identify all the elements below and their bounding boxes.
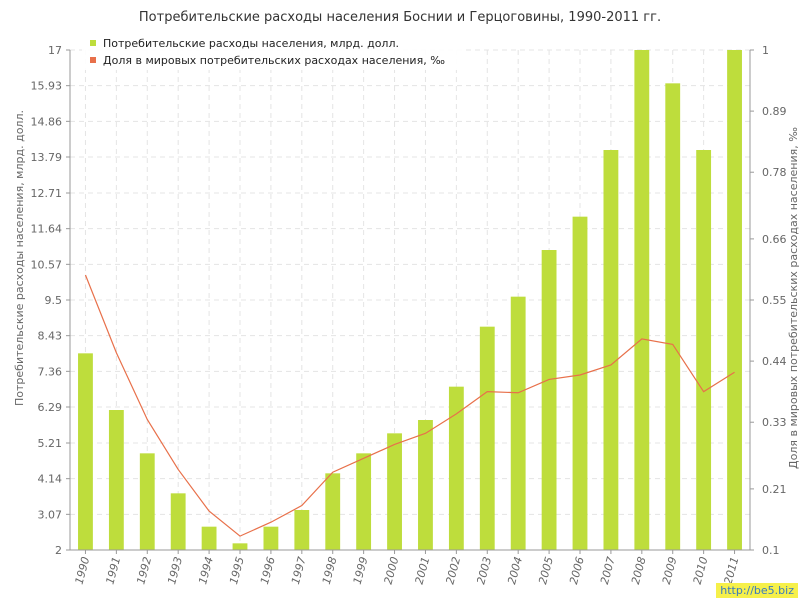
x-tick-label: 2010	[691, 555, 711, 585]
bar	[727, 50, 742, 550]
y2-tick-label: 0.55	[762, 294, 787, 307]
bar	[448, 386, 464, 550]
y-tick-label: 3.07	[38, 508, 63, 521]
x-tick-label: 2003	[474, 555, 494, 585]
bar	[696, 150, 712, 550]
x-tick-label: 1991	[103, 555, 123, 585]
legend-box	[82, 34, 462, 70]
y-tick-label: 10.57	[31, 258, 63, 271]
legend-label-line: Доля в мировых потребительских расходах …	[103, 54, 445, 67]
legend-label-bar: Потребительские расходы населения, млрд.…	[103, 37, 399, 50]
y2-tick-label: 0.78	[762, 166, 787, 179]
bar	[325, 473, 341, 550]
x-tick-label: 1999	[351, 555, 371, 585]
x-tick-label: 1997	[289, 555, 309, 585]
y2-tick-label: 0.44	[762, 355, 787, 368]
legend-swatch-bar	[90, 40, 96, 46]
y-tick-label: 17	[48, 44, 62, 57]
x-tick-label: 2007	[598, 555, 618, 585]
bar	[170, 493, 186, 550]
y-tick-label: 7.36	[38, 365, 63, 378]
y-tick-label: 2	[55, 544, 62, 557]
line-layer	[84, 274, 735, 537]
y-tick-label: 6.29	[38, 401, 63, 414]
y2-tick-label: 0.66	[762, 233, 787, 246]
y-tick-label: 14.86	[31, 115, 63, 128]
x-tick-label: 2005	[536, 555, 556, 585]
bar	[356, 453, 372, 550]
legend-swatch-line	[90, 57, 96, 63]
y-tick-label: 13.79	[31, 151, 63, 164]
x-tick-label: 1998	[320, 555, 340, 585]
share-series-line	[84, 274, 735, 537]
y-axis-title: Потребительские расходы населения, млрд.…	[13, 110, 26, 406]
x-tick-label: 2001	[413, 555, 433, 585]
bar	[263, 526, 279, 550]
axis-layer	[66, 49, 754, 554]
x-tick-label: 1996	[258, 555, 278, 585]
bar	[603, 150, 619, 550]
bar	[108, 410, 124, 550]
y-tick-label: 5.21	[38, 437, 63, 450]
bar-layer	[78, 50, 742, 550]
x-tick-label: 2004	[505, 555, 525, 585]
x-tick-label: 1990	[73, 555, 93, 585]
y-tick-label: 4.14	[38, 473, 63, 486]
bar	[510, 296, 526, 550]
x-tick-label: 2006	[567, 555, 587, 585]
bar	[634, 50, 650, 550]
watermark: http://be5.biz	[716, 583, 798, 598]
bar	[201, 526, 217, 550]
y2-tick-label: 0.21	[762, 483, 787, 496]
y2-tick-label: 0.33	[762, 416, 787, 429]
x-tick-label: 2008	[629, 555, 649, 585]
x-tick-label: 1994	[196, 555, 216, 585]
bar	[418, 420, 433, 550]
x-tick-label: 2011	[722, 555, 742, 585]
y2-tick-label: 1	[762, 44, 769, 57]
bar	[479, 326, 495, 550]
x-tick-label: 1995	[227, 555, 247, 585]
y2-axis-title: Доля в мировых потребительских расходах …	[787, 127, 800, 469]
x-tick-label: 2000	[382, 555, 402, 585]
bar	[541, 250, 557, 550]
y-tick-label: 9.5	[45, 294, 63, 307]
bar	[232, 543, 248, 550]
x-tick-label: 1993	[165, 555, 185, 585]
y2-tick-label: 0.89	[762, 105, 787, 118]
legend: Потребительские расходы населения, млрд.…	[82, 34, 462, 70]
chart-title: Потребительские расходы населения Боснии…	[138, 10, 662, 25]
bar	[387, 433, 402, 550]
x-tick-label: 2009	[660, 555, 680, 585]
y-tick-label: 12.71	[31, 187, 63, 200]
y2-tick-label: 0.1	[762, 544, 780, 557]
bar	[139, 453, 155, 550]
bar	[665, 83, 681, 550]
bar	[572, 216, 588, 550]
x-tick-label: 1992	[134, 555, 154, 585]
y-tick-label: 15.93	[31, 80, 63, 93]
bar	[78, 353, 93, 550]
bar	[294, 510, 310, 550]
y-tick-label: 8.43	[38, 330, 63, 343]
y-tick-label: 11.64	[31, 223, 63, 236]
x-tick-label: 2002	[443, 555, 463, 585]
